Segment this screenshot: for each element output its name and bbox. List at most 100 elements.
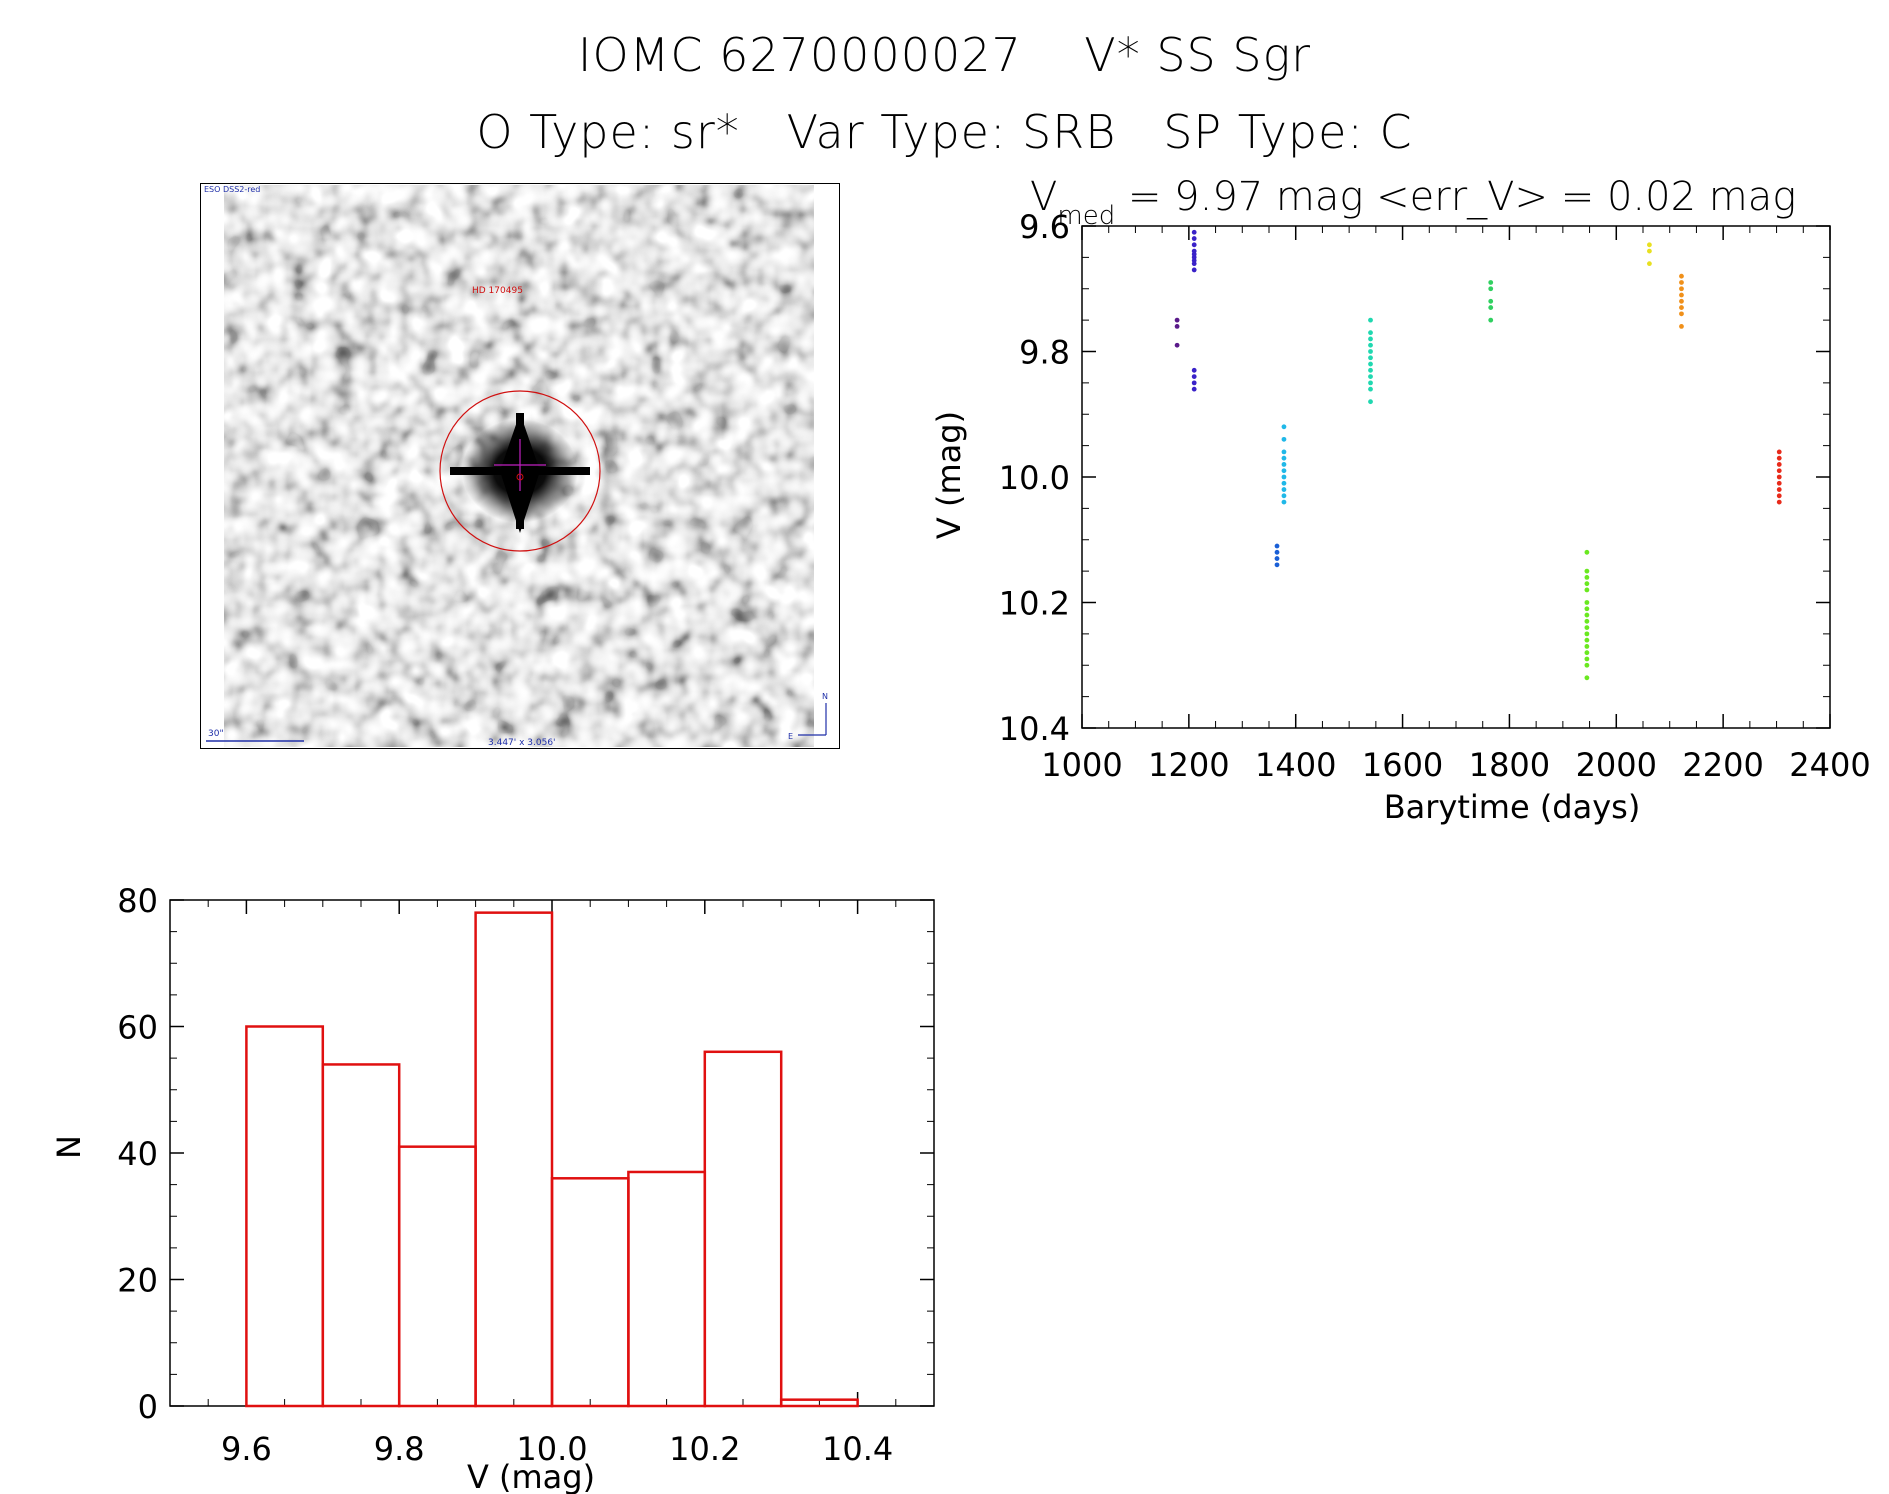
data-point	[1174, 342, 1180, 348]
data-point	[1679, 324, 1684, 329]
data-point	[1281, 462, 1287, 467]
finder-chart-image: ESO DSS2-red HD 170495 30" 3.447' x 3.05…	[200, 183, 840, 749]
y-tick-label: 9.6	[1019, 208, 1070, 246]
data-point	[1281, 449, 1287, 455]
data-point	[1776, 468, 1782, 474]
field-size-label: 3.447' x 3.056'	[488, 738, 556, 748]
data-point	[1191, 229, 1197, 235]
light-curve-xlabel: Barytime (days)	[1384, 788, 1641, 826]
data-point	[1281, 436, 1287, 442]
figure-subtitle: O Type: sr* Var Type: SRB SP Type: C	[476, 105, 1413, 159]
x-tick-label: 10.2	[669, 1430, 740, 1468]
data-point	[1274, 562, 1280, 568]
data-point	[1776, 474, 1782, 480]
data-point	[1281, 468, 1287, 474]
data-point	[1368, 367, 1373, 373]
data-point	[1776, 462, 1782, 467]
histogram-ylabel: N	[50, 1135, 88, 1159]
data-point	[1776, 493, 1782, 499]
light-curve-chart: Vmed = 9.97 mag <err_V> = 0.02 mag 1000 1…	[930, 174, 1870, 826]
y-tick-label: 10.0	[999, 459, 1070, 497]
title-summary: = 9.97 mag <err_V> = 0.02 mag	[1115, 174, 1796, 220]
crosshair-icon	[494, 439, 546, 491]
x-tick-label: 9.6	[221, 1430, 272, 1468]
y-tick-label: 80	[117, 882, 158, 920]
light-curve-axes-frame	[1081, 225, 1831, 729]
data-point	[1584, 581, 1590, 587]
data-point	[1368, 399, 1373, 405]
light-curve-plot-area: 1000 1200 1400 1600 1800 2000 2200 2400 9.6 9.8 10…	[999, 208, 1870, 784]
histogram-bar	[474, 911, 554, 1408]
histogram-xlabel: V (mag)	[467, 1458, 595, 1494]
data-point	[1776, 487, 1782, 492]
data-point	[1368, 342, 1373, 348]
y-tick-label: 40	[117, 1135, 158, 1173]
data-point	[1584, 568, 1590, 574]
target-label: HD 170495	[472, 286, 523, 296]
data-point	[1191, 374, 1197, 379]
data-point	[1584, 662, 1590, 668]
data-point	[1776, 455, 1782, 461]
data-point	[1679, 286, 1684, 292]
x-tick-label: 9.8	[374, 1430, 425, 1468]
data-point	[1488, 286, 1494, 292]
x-tick-label: 10.4	[822, 1430, 893, 1468]
data-point	[1281, 493, 1287, 499]
compass-icon	[798, 703, 827, 736]
y-tick-label: 10.2	[999, 585, 1070, 623]
data-point	[1368, 330, 1373, 336]
data-point	[1191, 261, 1197, 267]
x-tick-label: 1200	[1148, 746, 1229, 784]
data-point	[1647, 261, 1652, 267]
y-tick-label: 9.8	[1019, 334, 1070, 372]
histogram-chart: 9.6 9.8 10.0 10.2 10.4 0 20 40 60 80 V (mag) N	[50, 882, 935, 1494]
data-point	[1584, 644, 1590, 649]
x-tick-label: 1800	[1469, 746, 1550, 784]
y-tick-label: 60	[117, 1009, 158, 1047]
compass-east-label: E	[788, 732, 793, 741]
data-point	[1281, 424, 1287, 430]
y-tick-label: 10.4	[999, 710, 1070, 748]
x-tick-label: 2000	[1576, 746, 1657, 784]
data-point	[1368, 361, 1373, 367]
data-point	[1584, 612, 1590, 618]
data-point	[1191, 267, 1197, 273]
x-tick-label: 10.0	[516, 1430, 587, 1468]
data-point	[1368, 380, 1373, 386]
histogram-bar	[779, 1398, 859, 1408]
data-point	[1584, 656, 1590, 662]
data-point	[1274, 549, 1280, 555]
data-point	[1281, 474, 1287, 480]
data-point	[1191, 380, 1197, 386]
x-tick-label: 1000	[1041, 746, 1122, 784]
data-point	[1584, 631, 1590, 637]
x-tick-label: 2200	[1682, 746, 1763, 784]
data-point	[1174, 317, 1180, 323]
y-tick-label: 20	[117, 1262, 158, 1300]
survey-label: ESO DSS2-red	[204, 185, 260, 194]
histogram-bar	[397, 1145, 477, 1408]
data-point	[1274, 556, 1280, 561]
light-curve-title: Vmed = 9.97 mag <err_V> = 0.02 mag	[1030, 174, 1796, 231]
data-point	[1679, 292, 1684, 298]
data-point	[1679, 273, 1684, 279]
data-point	[1584, 650, 1590, 656]
data-point	[1174, 324, 1180, 329]
target-center-marker	[516, 473, 524, 481]
data-point	[1584, 618, 1590, 624]
data-point	[1584, 625, 1590, 630]
data-point	[1647, 242, 1652, 248]
data-point	[1368, 336, 1373, 342]
x-tick-label: 2400	[1789, 746, 1870, 784]
data-point	[1584, 587, 1590, 593]
target-circle	[439, 390, 601, 552]
histogram-bar	[321, 1063, 401, 1408]
data-point	[1368, 374, 1373, 379]
data-point	[1584, 606, 1590, 612]
data-point	[1191, 242, 1197, 248]
data-point	[1191, 367, 1197, 373]
data-point	[1679, 305, 1684, 310]
data-point	[1776, 480, 1782, 486]
data-point	[1488, 280, 1494, 285]
